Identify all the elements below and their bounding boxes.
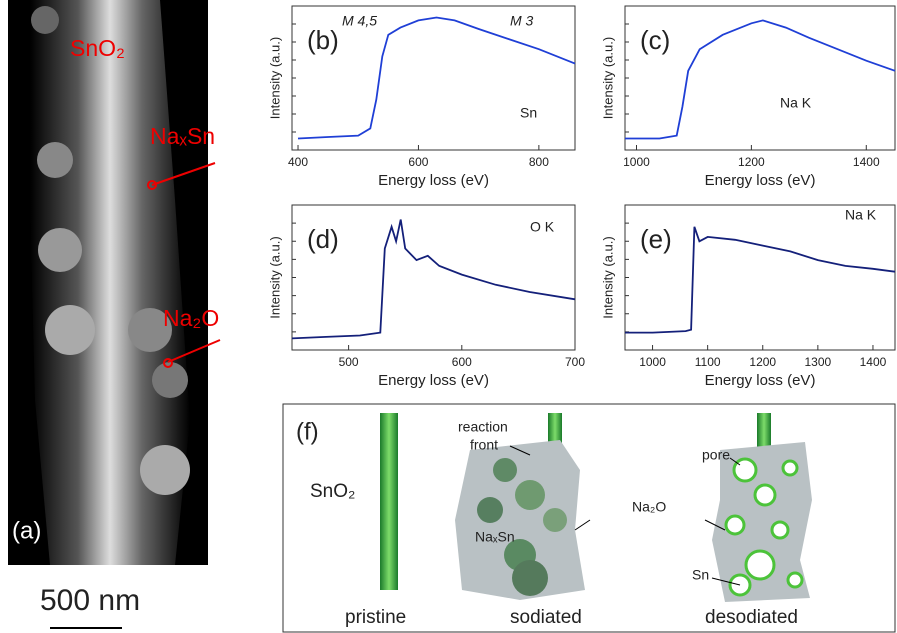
- x-axis-label: Energy loss (eV): [378, 372, 489, 389]
- annotation: Na K: [780, 95, 812, 111]
- x-axis-label: Energy loss (eV): [705, 372, 816, 389]
- annotation: M 4,5: [342, 13, 377, 29]
- diagram-label: NaₓSn: [475, 529, 515, 545]
- annotation: M 3: [510, 13, 534, 29]
- diagram-label: Na₂O: [632, 499, 666, 515]
- x-tick-label: 1200: [738, 155, 765, 169]
- y-axis-label: Intensity (a.u.): [267, 37, 282, 119]
- panel-label: (b): [307, 25, 339, 55]
- annotation: Sn: [520, 105, 537, 121]
- spectrum: [291, 219, 576, 340]
- diagram-label: front: [470, 437, 498, 453]
- spectrum: [625, 19, 896, 140]
- diagram-label: pristine: [345, 607, 406, 628]
- spectrum: [625, 226, 896, 334]
- x-tick-label: 400: [288, 155, 308, 169]
- scale-bar-label: 500 nm: [40, 584, 140, 617]
- diagram-label: sodiated: [510, 607, 582, 628]
- x-axis-label: Energy loss (eV): [705, 172, 816, 189]
- x-tick-label: 700: [565, 355, 585, 369]
- diagram-label: pore: [702, 447, 730, 463]
- schematic: [282, 403, 896, 633]
- x-tick-label: 600: [452, 355, 472, 369]
- y-axis-label: Intensity (a.u.): [600, 236, 615, 318]
- x-tick-label: 500: [339, 355, 359, 369]
- x-tick-label: 1300: [805, 355, 832, 369]
- panel-label: (d): [307, 224, 339, 254]
- x-tick-label: 1000: [639, 355, 666, 369]
- panel-label: (c): [640, 25, 670, 55]
- x-tick-label: 1400: [860, 355, 887, 369]
- x-axis-label: Energy loss (eV): [378, 172, 489, 189]
- diagram-label: SnO₂: [310, 481, 355, 502]
- annotation: Na K: [845, 207, 877, 223]
- x-tick-label: 1400: [853, 155, 880, 169]
- x-tick-label: 1000: [623, 155, 650, 169]
- y-axis-label: Intensity (a.u.): [600, 37, 615, 119]
- panel-label: (e): [640, 224, 672, 254]
- diagram-label: desodiated: [705, 607, 798, 628]
- diagram-label: reaction: [458, 419, 508, 435]
- x-tick-label: 1200: [749, 355, 776, 369]
- image-label: SnO₂: [70, 35, 125, 61]
- annotation: O K: [530, 219, 555, 235]
- x-tick-label: 600: [408, 155, 428, 169]
- x-tick-label: 1100: [695, 355, 721, 369]
- spectrum: [297, 16, 576, 140]
- y-axis-label: Intensity (a.u.): [267, 236, 282, 318]
- panel-label: (f): [296, 418, 319, 445]
- panel-label: (a): [12, 517, 41, 544]
- image-label: Na₂O: [163, 305, 219, 331]
- diagram-label: Sn: [692, 567, 709, 583]
- image-label: NaₓSn: [150, 123, 215, 149]
- micrograph: [8, 0, 221, 629]
- x-tick-label: 800: [529, 155, 549, 169]
